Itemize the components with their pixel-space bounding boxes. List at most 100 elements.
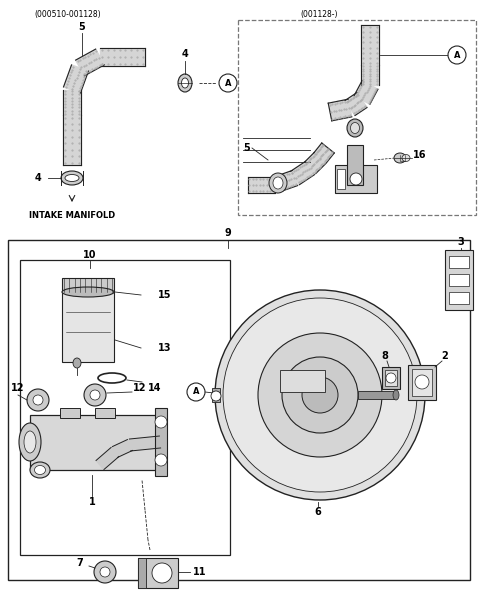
Circle shape <box>415 375 429 389</box>
Text: INTAKE MANIFOLD: INTAKE MANIFOLD <box>29 211 115 219</box>
Bar <box>212 388 220 402</box>
Ellipse shape <box>181 78 189 88</box>
Polygon shape <box>130 436 161 451</box>
Bar <box>20 260 230 555</box>
Circle shape <box>350 173 362 185</box>
Bar <box>30 415 160 470</box>
Text: 11: 11 <box>193 567 207 577</box>
Text: 15: 15 <box>158 290 172 300</box>
Text: 9: 9 <box>225 228 231 238</box>
Ellipse shape <box>35 466 46 475</box>
Ellipse shape <box>65 175 79 181</box>
Bar <box>449 292 469 304</box>
Bar <box>138 558 146 588</box>
Text: 4: 4 <box>181 49 188 59</box>
Bar <box>337 169 345 189</box>
Circle shape <box>90 390 100 400</box>
Ellipse shape <box>350 122 360 133</box>
Circle shape <box>386 373 396 383</box>
Circle shape <box>302 377 338 413</box>
Bar <box>347 145 363 185</box>
Text: A: A <box>225 78 231 87</box>
Polygon shape <box>361 65 379 85</box>
Polygon shape <box>328 99 352 121</box>
Polygon shape <box>63 90 81 115</box>
Bar <box>449 274 469 286</box>
Circle shape <box>223 298 417 492</box>
Polygon shape <box>76 49 104 76</box>
Bar <box>335 165 377 193</box>
Ellipse shape <box>402 155 410 161</box>
Circle shape <box>155 416 167 428</box>
Ellipse shape <box>394 153 406 163</box>
Text: 2: 2 <box>442 351 448 361</box>
Ellipse shape <box>19 423 41 461</box>
Bar <box>412 369 432 396</box>
Ellipse shape <box>347 119 363 137</box>
Ellipse shape <box>73 358 81 368</box>
Circle shape <box>33 395 43 405</box>
Circle shape <box>258 333 382 457</box>
Polygon shape <box>304 152 325 174</box>
Ellipse shape <box>62 287 114 297</box>
Circle shape <box>211 391 221 401</box>
Text: 12: 12 <box>133 383 147 393</box>
Polygon shape <box>96 447 119 469</box>
Text: A: A <box>193 387 199 397</box>
Bar <box>8 240 470 580</box>
Text: 16: 16 <box>413 150 427 160</box>
Circle shape <box>100 567 110 577</box>
Bar <box>449 256 469 268</box>
Text: A: A <box>454 51 460 59</box>
Bar <box>280 370 325 392</box>
Text: 4: 4 <box>35 173 41 183</box>
Ellipse shape <box>30 462 50 478</box>
Text: 5: 5 <box>79 22 85 32</box>
Text: (001128-): (001128-) <box>300 10 337 18</box>
Polygon shape <box>272 170 298 192</box>
Ellipse shape <box>273 177 283 189</box>
Polygon shape <box>63 65 88 93</box>
Ellipse shape <box>178 74 192 92</box>
Ellipse shape <box>61 171 83 185</box>
Text: 10: 10 <box>83 250 97 260</box>
Circle shape <box>219 74 237 92</box>
Text: 5: 5 <box>243 143 250 153</box>
Circle shape <box>152 563 172 583</box>
Bar <box>385 370 397 386</box>
Text: 3: 3 <box>457 237 464 247</box>
Bar <box>155 408 167 476</box>
Bar <box>60 408 80 418</box>
Bar <box>445 250 473 310</box>
Text: (000510-001128): (000510-001128) <box>35 10 101 18</box>
Ellipse shape <box>269 173 287 193</box>
Circle shape <box>94 561 116 583</box>
Text: 14: 14 <box>148 383 162 393</box>
Text: 8: 8 <box>382 351 388 361</box>
Circle shape <box>448 46 466 64</box>
Circle shape <box>27 389 49 411</box>
Text: 12: 12 <box>11 383 25 393</box>
Bar <box>95 408 115 418</box>
Polygon shape <box>354 81 378 104</box>
Polygon shape <box>100 48 145 66</box>
Bar <box>358 391 396 399</box>
Text: 7: 7 <box>77 558 84 568</box>
Text: 6: 6 <box>314 507 322 517</box>
Circle shape <box>187 383 205 401</box>
Text: 1: 1 <box>89 497 96 507</box>
Polygon shape <box>248 177 275 193</box>
Polygon shape <box>361 25 379 65</box>
Bar <box>62 278 114 292</box>
Circle shape <box>84 384 106 406</box>
Bar <box>138 558 178 588</box>
Bar <box>382 367 400 389</box>
Circle shape <box>282 357 358 433</box>
Text: 13: 13 <box>158 343 172 353</box>
Polygon shape <box>63 115 81 165</box>
Circle shape <box>215 290 425 500</box>
Bar <box>62 292 114 362</box>
Ellipse shape <box>24 431 36 453</box>
Polygon shape <box>345 92 367 115</box>
Polygon shape <box>290 161 314 185</box>
